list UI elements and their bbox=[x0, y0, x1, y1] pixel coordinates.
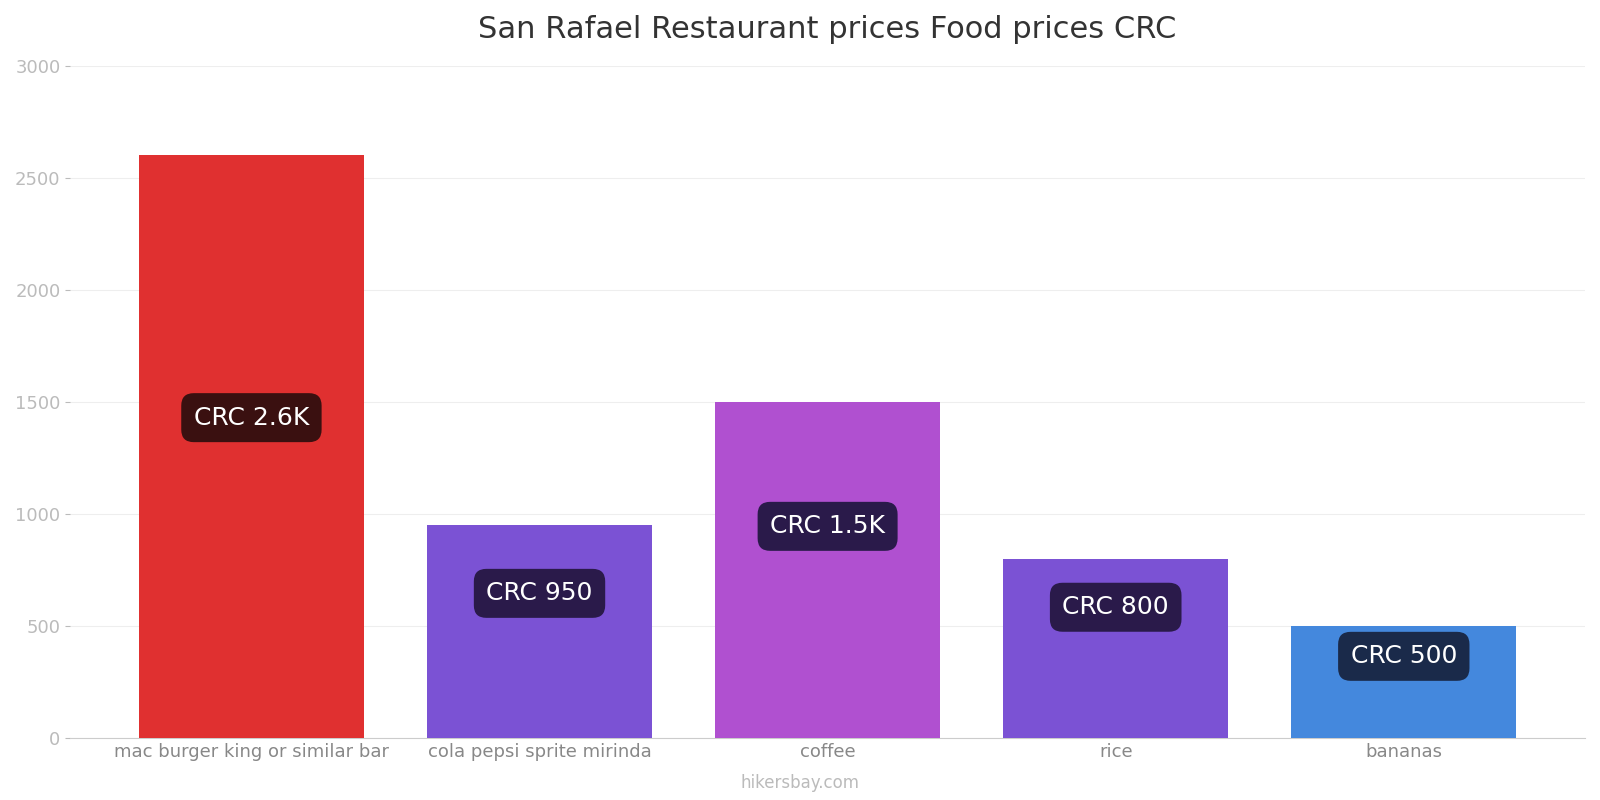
Title: San Rafael Restaurant prices Food prices CRC: San Rafael Restaurant prices Food prices… bbox=[478, 15, 1176, 44]
Text: CRC 2.6K: CRC 2.6K bbox=[194, 406, 309, 430]
Bar bbox=[139, 155, 363, 738]
Bar bbox=[427, 526, 651, 738]
Text: CRC 950: CRC 950 bbox=[486, 582, 592, 606]
Text: CRC 1.5K: CRC 1.5K bbox=[770, 514, 885, 538]
Bar bbox=[1291, 626, 1517, 738]
Bar bbox=[715, 402, 939, 738]
Text: hikersbay.com: hikersbay.com bbox=[741, 774, 859, 792]
Bar bbox=[1003, 559, 1229, 738]
Text: CRC 800: CRC 800 bbox=[1062, 595, 1170, 619]
Text: CRC 500: CRC 500 bbox=[1350, 644, 1458, 668]
